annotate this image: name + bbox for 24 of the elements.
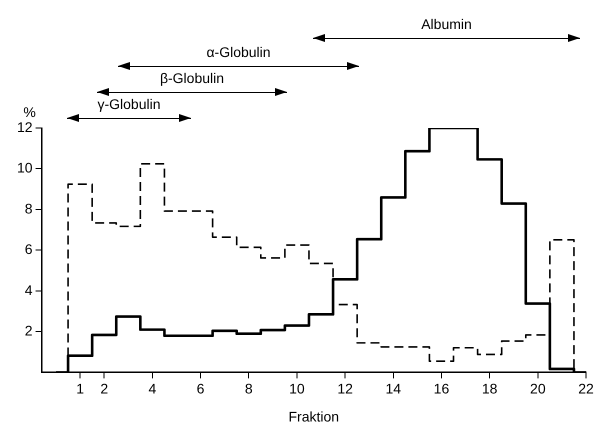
text: β-Globulin	[158, 70, 226, 86]
y-tick-label: 10	[16, 160, 33, 176]
y-tick-label: 4	[24, 282, 33, 298]
text: γ-Globulin	[96, 96, 162, 112]
text: Albumin	[420, 16, 473, 32]
y-tick-label: 2	[24, 322, 33, 339]
x-tick-label: 6	[196, 380, 205, 397]
x-tick-label: 14	[385, 380, 402, 397]
y-tick-label: 8	[24, 200, 33, 216]
x-tick-label: 20	[530, 380, 546, 397]
x-tick-label: 4	[148, 380, 156, 397]
x-tick-label: 16	[434, 380, 450, 397]
x-tick-label: 22	[578, 380, 594, 397]
x-tick-label: 2	[100, 380, 108, 397]
x-tick-label: 18	[482, 380, 498, 397]
y-axis-title: %	[23, 104, 36, 120]
y-tick-label: 12	[16, 118, 33, 135]
x-tick-label: 1	[76, 380, 84, 397]
x-tick-label: 10	[289, 380, 305, 397]
y-tick-label: 6	[24, 241, 33, 258]
x-tick-label: 8	[244, 380, 253, 397]
text: α-Globulin	[205, 44, 272, 60]
x-tick-label: 12	[337, 380, 354, 397]
x-axis-title: Fraktion	[288, 408, 340, 424]
